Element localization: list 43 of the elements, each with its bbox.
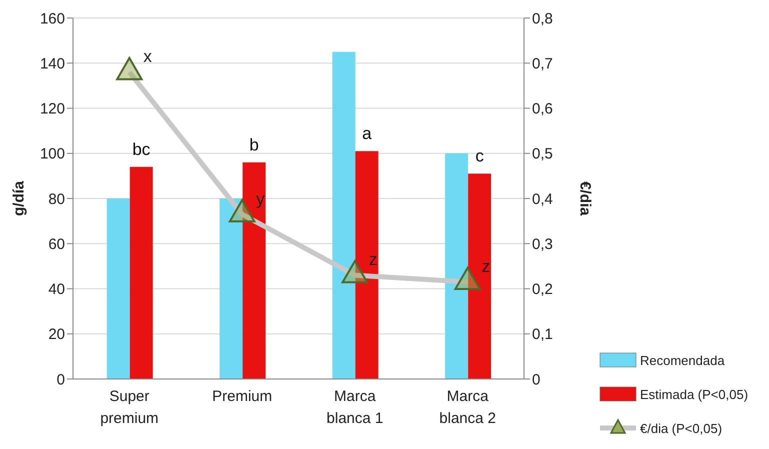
y-tick-label: 120 xyxy=(40,100,65,118)
y2-tick-label: 0,2 xyxy=(532,281,553,298)
legend-label: €/dia (P<0,05) xyxy=(640,420,722,436)
y-tick-label: 20 xyxy=(48,326,65,344)
bar xyxy=(106,198,130,379)
y-tick-label: 100 xyxy=(40,146,65,163)
y2-tick-label: 0,5 xyxy=(532,146,553,163)
x-tick-label: Super premium xyxy=(100,388,159,427)
bar xyxy=(468,174,492,379)
y-tick-label: 40 xyxy=(48,281,65,298)
data-label: a xyxy=(362,124,372,144)
y2-axis-title: €/dia xyxy=(576,181,594,216)
data-label: z xyxy=(368,250,378,270)
y-axis-title: g/día xyxy=(10,180,28,216)
bar xyxy=(355,151,378,379)
y2-tick-label: 0 xyxy=(532,371,540,388)
data-label: y xyxy=(256,189,266,208)
x-tick-label: Marca blanca 2 xyxy=(439,388,496,427)
x-tick-label: Premium xyxy=(212,388,272,405)
data-label: bc xyxy=(132,140,151,159)
bar xyxy=(242,162,266,379)
y-tick-label: 140 xyxy=(40,55,65,72)
data-label: b xyxy=(249,135,259,154)
y2-tick-label: 0,1 xyxy=(532,326,553,344)
legend-label: Recomendada xyxy=(640,352,725,368)
y2-tick-label: 0,4 xyxy=(532,190,553,208)
data-label: z xyxy=(482,256,490,276)
data-label: c xyxy=(475,146,484,166)
y2-tick-label: 0,7 xyxy=(532,55,553,72)
x-tick-label: Marca blanca 1 xyxy=(326,388,384,427)
data-label: x xyxy=(143,47,152,66)
y-tick-label: 60 xyxy=(48,236,65,253)
bar xyxy=(332,52,356,379)
bar xyxy=(130,166,153,379)
y2-tick-label: 0,6 xyxy=(532,100,553,118)
bar xyxy=(220,198,243,379)
y-tick-label: 160 xyxy=(40,10,65,28)
legend-label: Estimada (P<0,05) xyxy=(640,386,748,402)
y-tick-label: 0 xyxy=(56,371,65,388)
y2-tick-label: 0,8 xyxy=(532,10,553,28)
y-tick-label: 80 xyxy=(48,190,65,208)
y2-tick-label: 0,3 xyxy=(532,236,553,253)
bar xyxy=(445,153,468,379)
